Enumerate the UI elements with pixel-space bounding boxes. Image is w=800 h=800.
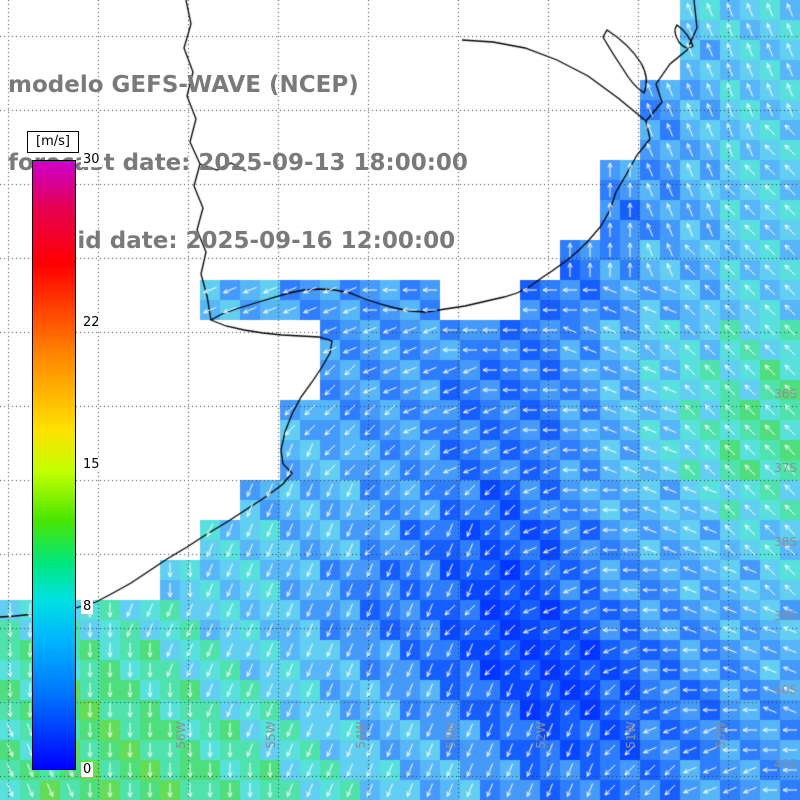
lat-label: 40S <box>774 683 797 697</box>
lat-label: 36S <box>774 387 797 401</box>
lat-label: 38S <box>774 535 797 549</box>
colorbar-unit-label: [m/s] <box>27 131 79 153</box>
lon-label: 54W <box>354 721 368 749</box>
valid-date-line: valid date: 2025-09-16 12:00:00 <box>39 228 456 254</box>
colorbar-gradient <box>32 160 76 770</box>
lat-label: 39S <box>774 609 797 623</box>
lon-label: 55W <box>264 721 278 749</box>
lon-label: 50W <box>714 721 728 749</box>
forecast-date-line: forecast date: 2025-09-13 18:00:00 <box>8 150 468 176</box>
colorbar-tick-label: 15 <box>81 457 102 472</box>
lon-label: 51W <box>624 721 638 749</box>
lon-label: 53W <box>444 721 458 749</box>
colorbar-tick-label: 30 <box>81 152 102 167</box>
colorbar-tick-label: 0 <box>81 762 94 777</box>
lon-label: 52W <box>534 721 548 749</box>
lat-label: 37S <box>774 461 797 475</box>
lon-label: 56W <box>174 721 188 749</box>
model-title: modelo GEFS-WAVE (NCEP) <box>8 72 359 98</box>
colorbar-tick-label: 22 <box>81 314 102 330</box>
title-block: modelo GEFS-WAVE (NCEP) forecast date: 2… <box>8 20 468 306</box>
lat-label: 41S <box>774 757 797 771</box>
colorbar-tick-label: 8 <box>81 599 94 615</box>
